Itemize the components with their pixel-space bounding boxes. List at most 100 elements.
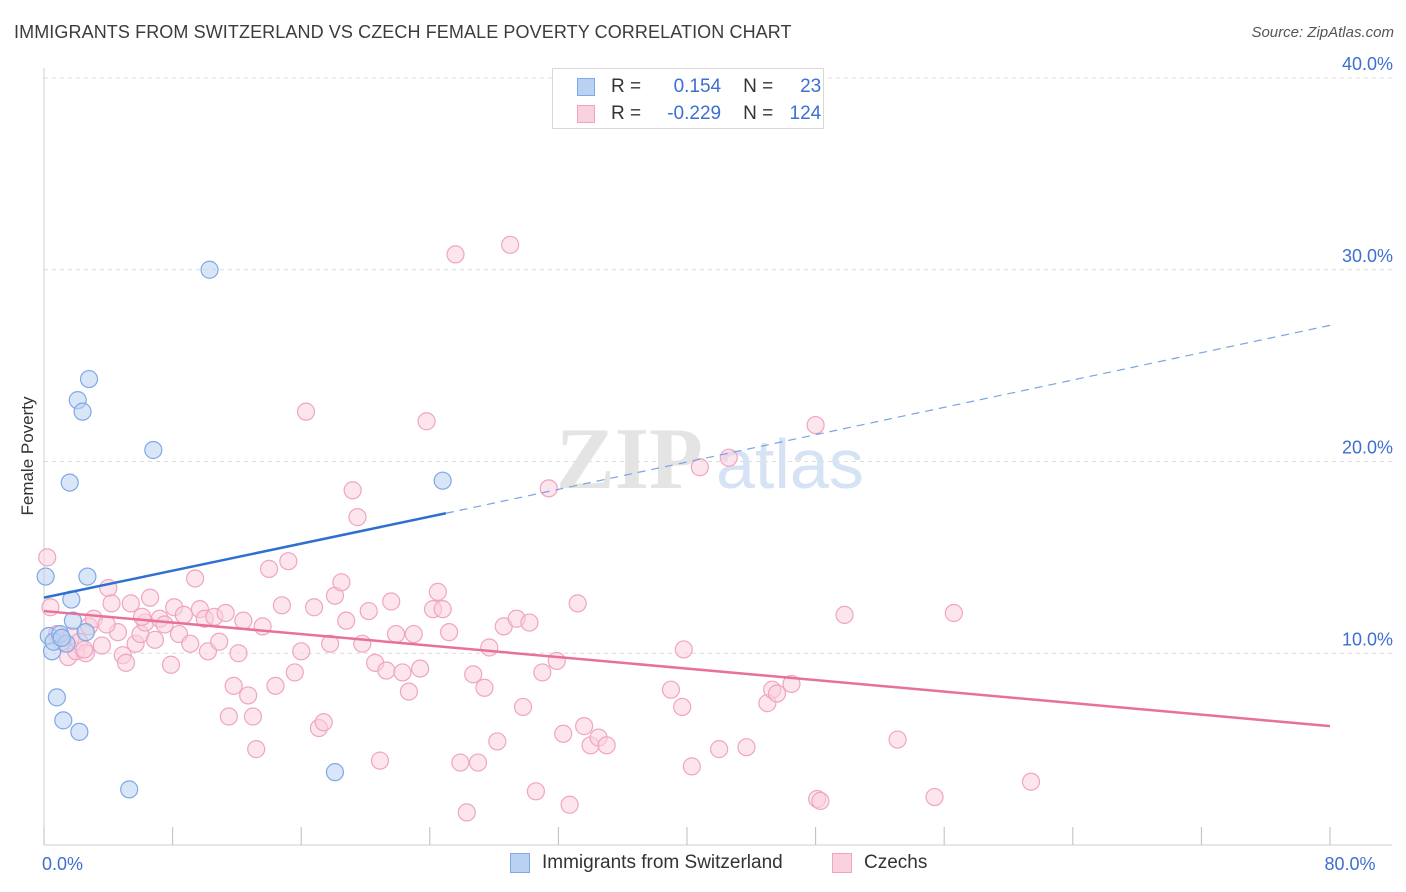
czechs-point — [145, 630, 165, 649]
switzerland-point — [325, 763, 345, 782]
czechs-point — [92, 636, 111, 655]
legend-r-value: -0.229 — [667, 103, 722, 124]
czechs-point — [75, 640, 94, 659]
czechs-point — [337, 611, 356, 630]
czechs-point — [526, 782, 545, 801]
legend-swatch-pink — [832, 853, 852, 873]
czechs-point — [457, 803, 476, 822]
source-label: Source: ZipAtlas.com — [1251, 24, 1394, 41]
czechs-point — [399, 682, 419, 701]
czechs-point — [229, 644, 248, 663]
switzerland-point — [47, 688, 66, 707]
switzerland-point — [54, 711, 73, 730]
x-tick-label: 0.0% — [42, 854, 83, 874]
switzerland-point — [200, 260, 219, 279]
chart-title: IMMIGRANTS FROM SWITZERLAND VS CZECH FEM… — [14, 22, 792, 42]
czechs-point — [186, 569, 205, 588]
x-tick-label: 80.0% — [1324, 854, 1375, 874]
switzerland-point — [52, 628, 71, 648]
czechs-point — [554, 724, 573, 743]
czechs-point — [501, 235, 520, 254]
legend-label-switzerland: Immigrants from Switzerland — [542, 852, 783, 873]
legend-r-label: R = — [611, 103, 642, 124]
switzerland-point — [120, 780, 139, 799]
y-tick-label: 40.0% — [1342, 54, 1393, 74]
legend-r-label: R = — [611, 76, 642, 97]
switzerland-point — [63, 611, 83, 630]
switzerland-points — [36, 260, 452, 799]
czechs-point — [446, 245, 465, 264]
switzerland-point — [79, 369, 99, 389]
czechs-point — [888, 730, 907, 749]
czechs-point — [835, 605, 854, 625]
czechs-point — [806, 415, 825, 435]
czechs-point — [239, 686, 258, 705]
axes — [43, 68, 1392, 846]
czechs-point — [332, 573, 351, 592]
gridlines — [44, 77, 1392, 654]
czechs-point — [737, 738, 756, 757]
czechs-point — [210, 632, 229, 651]
legend-row-switzerland: R = 0.154 N = 23 — [577, 76, 821, 98]
czechs-point — [224, 676, 243, 695]
czechs-point — [547, 651, 566, 671]
czechs-point — [597, 736, 616, 755]
trend-lines — [43, 324, 1331, 728]
czechs-point — [243, 707, 263, 726]
czechs-point — [234, 611, 253, 630]
y-tick-label: 30.0% — [1342, 246, 1393, 266]
czechs-point — [944, 603, 963, 623]
legend-swatch-blue — [510, 853, 530, 873]
czechs-point — [116, 653, 136, 672]
czechs-point — [272, 596, 292, 615]
bottom-legend-switzerland: Immigrants from Switzerland — [510, 852, 783, 874]
czechs-point — [219, 707, 238, 726]
czechs-point — [682, 757, 701, 776]
czechs-point — [348, 508, 367, 527]
bottom-legend-czechs: Czechs — [832, 852, 927, 874]
czechs-point — [568, 594, 587, 613]
czechs-point — [719, 448, 738, 467]
czechs-point — [216, 603, 235, 623]
czechs-point — [539, 479, 558, 498]
czechs-point — [710, 740, 729, 759]
czechs-point — [475, 678, 494, 697]
czechs-point — [161, 655, 181, 674]
czechs-points — [38, 235, 1041, 822]
czechs-point — [279, 552, 298, 571]
czechs-point — [247, 740, 266, 759]
switzerland-trend-line — [43, 512, 447, 599]
czechs-point — [377, 661, 396, 680]
czechs-point — [451, 753, 470, 772]
czechs-point — [1021, 772, 1041, 791]
czechs-point — [304, 598, 324, 617]
czechs-point — [417, 412, 436, 431]
czechs-point — [121, 594, 140, 613]
czechs-point — [520, 613, 539, 632]
czechs-point — [370, 751, 390, 770]
czechs-point — [464, 665, 483, 684]
czechs-point — [343, 481, 362, 500]
czechs-point — [513, 697, 533, 717]
legend-swatch-blue — [577, 78, 595, 96]
switzerland-point — [144, 440, 163, 460]
czechs-point — [102, 594, 121, 613]
czechs-point — [292, 642, 311, 661]
switzerland-trend-extension — [445, 324, 1331, 514]
czechs-trend-line — [43, 609, 1331, 728]
czechs-point — [296, 402, 316, 421]
czechs-point — [404, 624, 423, 644]
czechs-point — [468, 753, 488, 772]
czechs-point — [266, 676, 285, 695]
czechs-point — [285, 663, 304, 682]
czechs-point — [38, 548, 57, 567]
switzerland-point — [73, 402, 92, 421]
czechs-point — [314, 713, 333, 732]
y-tick-label: 20.0% — [1342, 438, 1393, 458]
czechs-point — [488, 732, 507, 751]
czechs-point — [140, 588, 160, 607]
czechs-point — [97, 615, 116, 634]
czechs-point — [782, 674, 801, 694]
switzerland-point — [76, 623, 95, 642]
legend-n-label: N = — [743, 76, 774, 97]
